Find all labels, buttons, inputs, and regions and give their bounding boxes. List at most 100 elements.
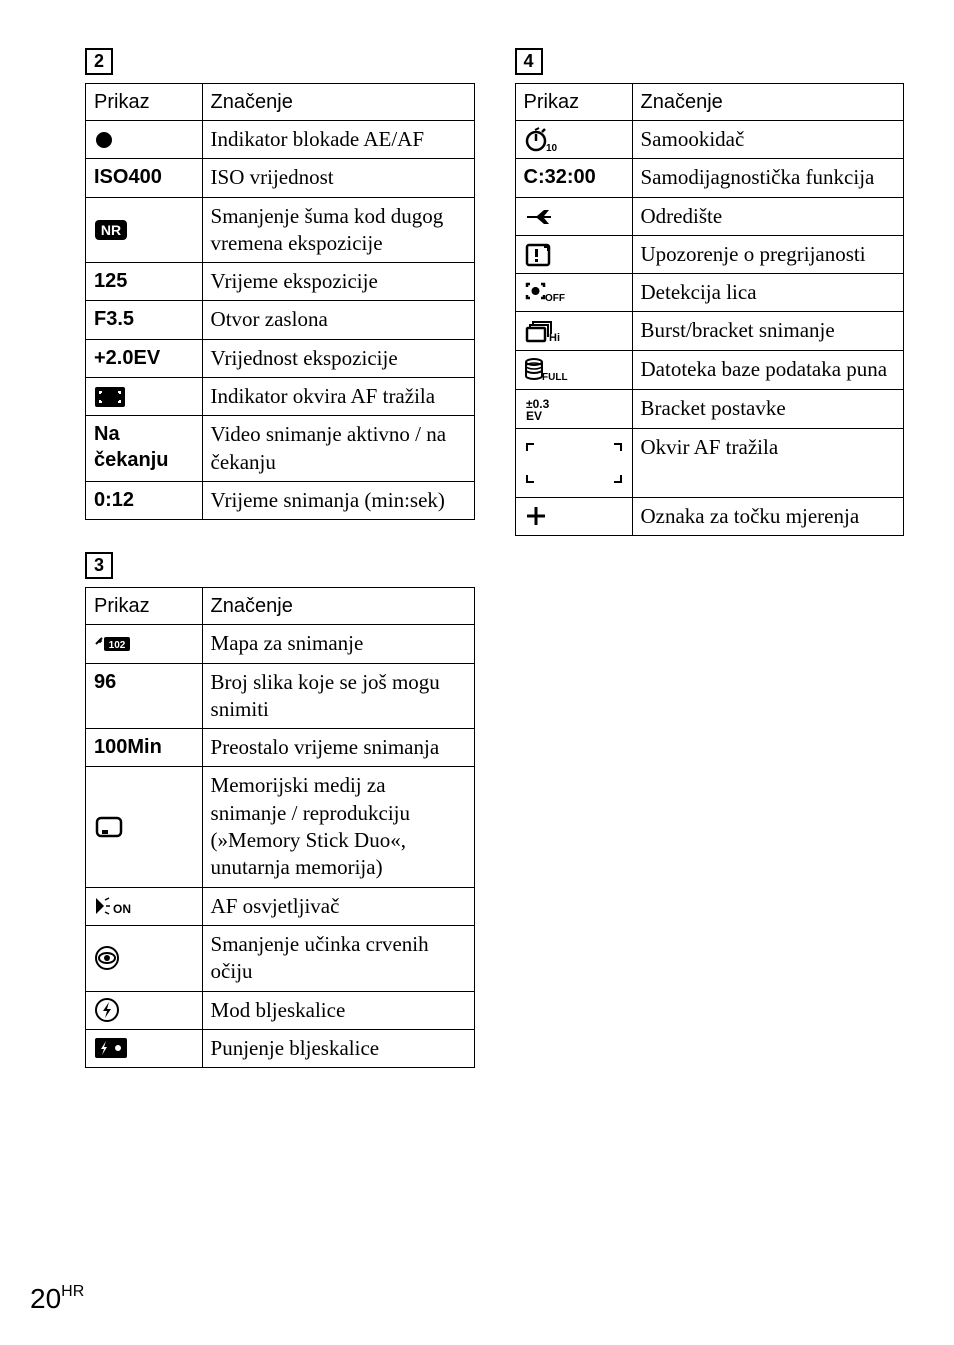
meaning-cell: Odredište xyxy=(632,197,904,235)
label-cell: 100Min xyxy=(86,729,203,767)
meaning-cell: ISO vrijednost xyxy=(202,159,474,197)
meaning-cell: Samodijagnostička funkcija xyxy=(632,159,904,197)
table-header-row: Prikaz Značenje xyxy=(86,84,475,121)
label-cell: F3.5 xyxy=(86,301,203,339)
overheat-icon xyxy=(515,235,632,273)
table-row: Na čekanju Video snimanje aktivno / na č… xyxy=(86,416,475,482)
table-row: 100Min Preostalo vrijeme snimanja xyxy=(86,729,475,767)
flash-charge-icon xyxy=(86,1029,203,1067)
svg-text:Hi: Hi xyxy=(549,332,560,343)
header-prikaz: Prikaz xyxy=(86,84,203,121)
table-row: 10 Samookidač xyxy=(515,121,904,159)
meaning-cell: AF osvjetljivač xyxy=(202,887,474,925)
section-number-3: 3 xyxy=(85,552,113,579)
meaning-cell: Vrijeme snimanja (min:sek) xyxy=(202,481,474,519)
table-row: 0:12 Vrijeme snimanja (min:sek) xyxy=(86,481,475,519)
meaning-cell: Broj slika koje se još mogu snimiti xyxy=(202,663,474,729)
table-row: FULL Datoteka baze podataka puna xyxy=(515,350,904,389)
svg-text:FULL: FULL xyxy=(542,372,568,383)
table-row: Indikator blokade AE/AF xyxy=(86,121,475,159)
meaning-cell: Upozorenje o pregrijanosti xyxy=(632,235,904,273)
page-number-suffix: HR xyxy=(61,1283,84,1300)
memory-icon xyxy=(86,767,203,887)
burst-icon: Hi xyxy=(515,312,632,350)
table-row: F3.5 Otvor zaslona xyxy=(86,301,475,339)
table-header-row: Prikaz Značenje xyxy=(515,84,904,121)
header-znacenje: Značenje xyxy=(632,84,904,121)
face-detect-icon: OFF xyxy=(515,274,632,312)
af-frame-large-icon xyxy=(515,428,632,497)
meaning-cell: Okvir AF tražila xyxy=(632,428,904,497)
table-row: Indikator okvira AF tražila xyxy=(86,378,475,416)
table-row: Upozorenje o pregrijanosti xyxy=(515,235,904,273)
bracket-ev-icon: ±0.3 EV xyxy=(515,389,632,428)
table-section-4: Prikaz Značenje 10 Samookidač C:32:00 xyxy=(515,83,905,536)
meaning-cell: Video snimanje aktivno / na čekanju xyxy=(202,416,474,482)
meaning-cell: Vrijednost ekspozicije xyxy=(202,339,474,377)
header-znacenje: Značenje xyxy=(202,588,474,625)
meaning-cell: Oznaka za točku mjerenja xyxy=(632,497,904,535)
svg-text:EV: EV xyxy=(526,409,542,423)
table-row: Hi Burst/bracket snimanje xyxy=(515,312,904,350)
af-illuminator-icon: ON xyxy=(86,887,203,925)
table-row: 125 Vrijeme ekspozicije xyxy=(86,263,475,301)
label-cell: ISO400 xyxy=(86,159,203,197)
meaning-cell: Memorijski medij za snimanje / reprodukc… xyxy=(202,767,474,887)
meaning-cell: Bracket postavke xyxy=(632,389,904,428)
table-section-2: Prikaz Značenje Indikator blokade AE/AF … xyxy=(85,83,475,520)
table-row: Smanjenje učinka crvenih očiju xyxy=(86,925,475,991)
meaning-cell: Indikator blokade AE/AF xyxy=(202,121,474,159)
table-row: ON AF osvjetljivač xyxy=(86,887,475,925)
nr-icon: NR xyxy=(86,197,203,263)
header-prikaz: Prikaz xyxy=(515,84,632,121)
meaning-cell: Mapa za snimanje xyxy=(202,625,474,663)
meaning-cell: Datoteka baze podataka puna xyxy=(632,350,904,389)
database-full-icon: FULL xyxy=(515,350,632,389)
plane-icon xyxy=(515,197,632,235)
label-cell: 0:12 xyxy=(86,481,203,519)
meaning-cell: Mod bljeskalice xyxy=(202,991,474,1029)
meaning-cell: Samookidač xyxy=(632,121,904,159)
page-number: 20HR xyxy=(30,1283,84,1315)
page-number-main: 20 xyxy=(30,1283,61,1314)
label-cell: 125 xyxy=(86,263,203,301)
meaning-cell: Otvor zaslona xyxy=(202,301,474,339)
label-cell: C:32:00 xyxy=(515,159,632,197)
svg-text:NR: NR xyxy=(101,222,121,238)
meaning-cell: Preostalo vrijeme snimanja xyxy=(202,729,474,767)
meaning-cell: Smanjenje učinka crvenih očiju xyxy=(202,925,474,991)
table-row: Okvir AF tražila xyxy=(515,428,904,497)
table-row: Punjenje bljeskalice xyxy=(86,1029,475,1067)
redeye-icon xyxy=(86,925,203,991)
header-prikaz: Prikaz xyxy=(86,588,203,625)
table-row: +2.0EV Vrijednost ekspozicije xyxy=(86,339,475,377)
section-number-2: 2 xyxy=(85,48,113,75)
svg-text:ON: ON xyxy=(113,902,131,916)
svg-text:102: 102 xyxy=(109,640,126,651)
table-row: 102 Mapa za snimanje xyxy=(86,625,475,663)
label-cell: Na čekanju xyxy=(86,416,203,482)
label-cell: 96 xyxy=(86,663,203,729)
table-row: Mod bljeskalice xyxy=(86,991,475,1029)
table-section-3: Prikaz Značenje 102 Mapa za snimanje 96 … xyxy=(85,587,475,1068)
header-znacenje: Značenje xyxy=(202,84,474,121)
meaning-cell: Smanjenje šuma kod dugog vremena ekspozi… xyxy=(202,197,474,263)
meaning-cell: Vrijeme ekspozicije xyxy=(202,263,474,301)
self-timer-icon: 10 xyxy=(515,121,632,159)
dot-icon xyxy=(86,121,203,159)
meaning-cell: Punjenje bljeskalice xyxy=(202,1029,474,1067)
label-cell: +2.0EV xyxy=(86,339,203,377)
section-number-4: 4 xyxy=(515,48,543,75)
table-row: ±0.3 EV Bracket postavke xyxy=(515,389,904,428)
table-row: C:32:00 Samodijagnostička funkcija xyxy=(515,159,904,197)
table-row: ISO400 ISO vrijednost xyxy=(86,159,475,197)
folder-icon: 102 xyxy=(86,625,203,663)
table-row: NR Smanjenje šuma kod dugog vremena eksp… xyxy=(86,197,475,263)
svg-text:10: 10 xyxy=(546,143,558,153)
meaning-cell: Indikator okvira AF tražila xyxy=(202,378,474,416)
meaning-cell: Detekcija lica xyxy=(632,274,904,312)
flash-mode-icon xyxy=(86,991,203,1029)
cross-icon xyxy=(515,497,632,535)
table-row: OFF Detekcija lica xyxy=(515,274,904,312)
af-frame-small-icon xyxy=(86,378,203,416)
